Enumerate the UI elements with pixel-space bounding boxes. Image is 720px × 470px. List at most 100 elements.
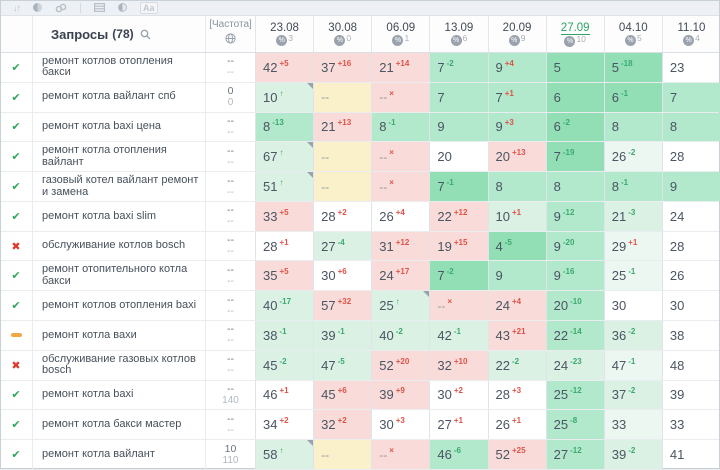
position-value: 42 xyxy=(437,327,452,343)
frequency-bottom-value: -- xyxy=(227,275,234,287)
position-cell-11.10: 38 xyxy=(661,321,720,350)
frequency-bottom-value: -- xyxy=(227,126,234,138)
date-label[interactable]: 20.09 xyxy=(502,22,532,34)
position-value: 9 xyxy=(495,59,503,75)
sort-icon[interactable]: ↓↑ xyxy=(13,2,21,13)
position-cell-13.09: 7 xyxy=(429,82,488,112)
position-cell-06.09: 39 +9 xyxy=(371,380,430,410)
position-change: × xyxy=(389,446,394,456)
position-cell-20.09: 7 +1 xyxy=(487,82,546,112)
query-cell[interactable]: ремонт отопительного котла бакси xyxy=(42,263,188,287)
position-value: 39 xyxy=(379,387,394,403)
position-cell-23.08: 28 +1 xyxy=(255,231,313,261)
date-column-header-20.09[interactable]: 20.09% 9 xyxy=(487,16,546,52)
position-value: 7 xyxy=(495,89,503,105)
table-row: ✔ ремонт котла отопления вайлант -- -- 67 ↑ --… xyxy=(0,142,720,173)
table-row: ✔ ремонт котла вайлант 10 110 58 ↑ -- -- × 46 -6 52… xyxy=(0,440,720,470)
font-size-icon[interactable]: Aa xyxy=(140,1,158,14)
note-corner-marker xyxy=(307,82,314,89)
query-cell[interactable]: ремонт котла вайлант спб xyxy=(42,90,176,103)
position-cell-30.08: 32 +2 xyxy=(313,410,372,440)
check-icon: ✔ xyxy=(11,389,21,402)
position-cell-23.08: 58 ↑ xyxy=(255,440,314,469)
query-cell[interactable]: ремонт котлов отопления бакси xyxy=(42,54,173,79)
date-column-header-04.10[interactable]: 04.10% 5 xyxy=(603,16,662,52)
position-cell-30.08: 37 +16 xyxy=(313,53,372,82)
position-value: 30 xyxy=(437,387,452,403)
search-icon[interactable] xyxy=(140,29,151,40)
position-change: -2 xyxy=(628,386,636,396)
position-change: +25 xyxy=(511,446,526,456)
date-label[interactable]: 27.09 xyxy=(560,21,590,35)
frequency-bottom-value: 0 xyxy=(227,97,234,109)
position-value: 34 xyxy=(263,417,278,433)
date-label[interactable]: 30.08 xyxy=(328,22,358,34)
status-cell: ✔ xyxy=(0,410,33,440)
date-column-header-13.09[interactable]: 13.09% 6 xyxy=(429,16,487,52)
query-cell[interactable]: ремонт котла baxi xyxy=(42,388,134,401)
position-cell-11.10: 23 xyxy=(661,53,720,82)
position-value: 6 xyxy=(553,119,561,135)
query-cell[interactable]: ремонт котла вайлант xyxy=(42,447,155,460)
frequency-cell: -- -- xyxy=(205,112,255,142)
position-value: 8 xyxy=(495,179,503,195)
query-cell[interactable]: ремонт котла вахи xyxy=(42,328,137,341)
position-cell-20.09: 20 +13 xyxy=(487,142,546,172)
date-top-count: 6 xyxy=(462,33,468,43)
position-value: 20 xyxy=(495,149,510,165)
queries-column-header: Запросы (78) xyxy=(33,16,205,52)
position-value: 43 xyxy=(495,327,510,343)
position-change: +17 xyxy=(395,267,410,277)
position-cell-30.08: 27 -4 xyxy=(313,231,372,261)
date-label[interactable]: 13.09 xyxy=(444,22,474,34)
position-value: 46 xyxy=(437,447,452,463)
position-value: 5 xyxy=(611,59,619,75)
position-change: +12 xyxy=(395,237,410,247)
position-change: +21 xyxy=(511,326,526,336)
link-icon[interactable] xyxy=(55,3,67,13)
query-cell[interactable]: ремонт котла baxi цена xyxy=(42,120,162,133)
position-change: -4 xyxy=(337,237,345,247)
date-column-header-11.10[interactable]: 11.10% 4 xyxy=(661,16,720,52)
check-icon: ✔ xyxy=(11,210,21,223)
position-value: 22 xyxy=(437,208,452,224)
position-change: +1 xyxy=(504,88,514,98)
position-cell-11.10: 30 xyxy=(661,291,720,321)
date-column-header-06.09[interactable]: 06.09% 1 xyxy=(371,16,429,52)
globe-icon[interactable] xyxy=(225,31,236,49)
query-cell[interactable]: ремонт котлов отопления baxi xyxy=(42,298,197,311)
date-label[interactable]: 04.10 xyxy=(618,22,648,34)
position-cell-23.08: 51 ↑ xyxy=(255,172,314,201)
grid-icon[interactable] xyxy=(94,3,105,12)
position-change: -23 xyxy=(570,356,582,366)
date-label[interactable]: 11.10 xyxy=(677,22,706,34)
query-cell[interactable]: газовый котел вайлант ремонт и замена xyxy=(42,174,199,198)
position-value: 24 xyxy=(379,268,394,284)
date-column-header-23.08[interactable]: 23.08% 3 xyxy=(255,16,313,52)
date-column-header-30.08[interactable]: 30.08% 0 xyxy=(313,16,371,52)
query-cell[interactable]: ремонт котла baxi slim xyxy=(42,209,157,222)
position-change: -1 xyxy=(628,356,636,366)
position-cell-13.09: 7 -2 xyxy=(429,53,488,82)
query-cell[interactable]: ремонт котла бакси мастер xyxy=(42,418,182,431)
position-cell-11.10: 26 xyxy=(661,261,720,291)
half-circle-icon[interactable] xyxy=(118,3,127,12)
query-cell[interactable]: обслуживание газовых котлов bosch xyxy=(42,352,196,377)
query-cell[interactable]: ремонт котла отопления вайлант xyxy=(42,144,167,168)
position-value: -- xyxy=(379,149,388,164)
position-change: -1 xyxy=(620,178,629,188)
contrast-circle-icon[interactable] xyxy=(33,3,42,12)
position-cell-04.10: 39 -2 xyxy=(603,440,662,469)
position-value: 52 xyxy=(495,447,510,463)
date-label[interactable]: 06.09 xyxy=(386,22,416,34)
date-label[interactable]: 23.08 xyxy=(270,22,299,34)
position-value: 9 xyxy=(669,179,678,195)
position-value: 30 xyxy=(321,268,336,284)
position-cell-30.08: -- xyxy=(313,172,372,201)
table-row: ремонт котла вахи -- -- 38 -1 39 -1 40 -2 42 -1 43 +… xyxy=(0,321,720,351)
date-column-header-27.09[interactable]: 27.09% 10 xyxy=(545,16,604,52)
frequency-bottom-value: -- xyxy=(227,424,234,436)
position-value: 41 xyxy=(669,447,685,463)
query-cell[interactable]: обслуживание котлов bosch xyxy=(42,239,186,252)
note-corner-marker xyxy=(307,142,314,149)
